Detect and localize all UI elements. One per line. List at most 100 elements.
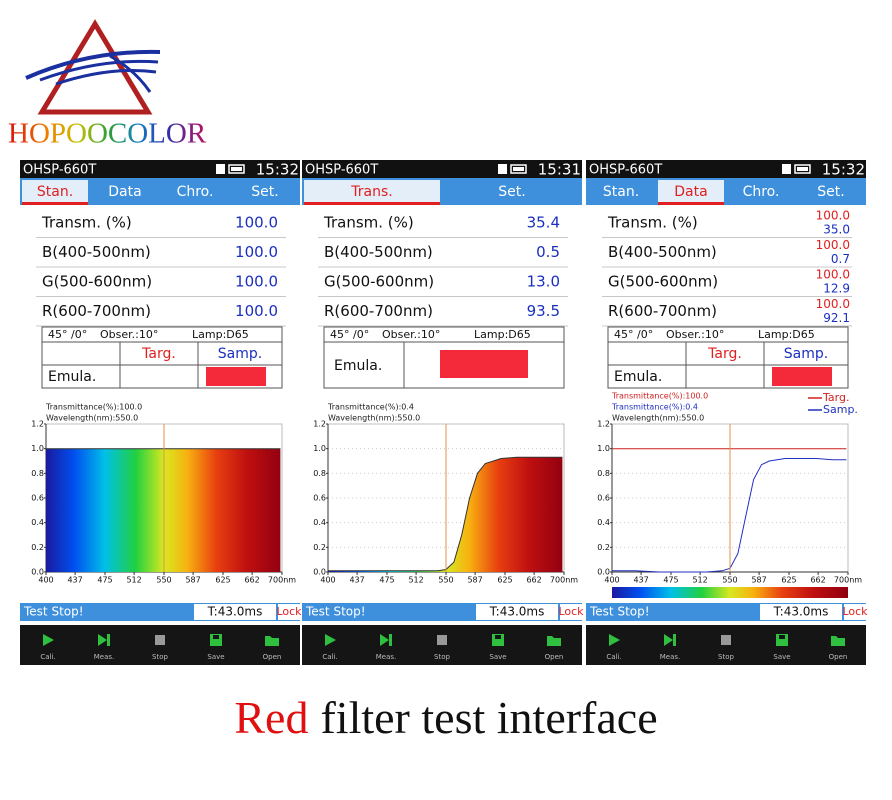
button-label[interactable]: Meas. <box>376 653 397 661</box>
battery-level <box>513 167 524 171</box>
battery-level <box>797 167 808 171</box>
emulation-label: Emula. <box>614 369 662 385</box>
x-tick-label: 587 <box>751 576 766 585</box>
sample-label: Samp. <box>784 346 828 362</box>
row-value: 0.5 <box>536 243 560 261</box>
logo: HOPOOCOLOR <box>8 19 207 150</box>
condition: Obser.:10° <box>100 328 158 341</box>
y-tick-label: 0.0 <box>313 568 326 577</box>
sample-swatch <box>772 367 832 386</box>
button-label[interactable]: Meas. <box>660 653 681 661</box>
tab[interactable]: Stan. <box>603 184 639 200</box>
status-text: Test Stop! <box>23 605 84 619</box>
button-label[interactable]: Save <box>207 653 224 661</box>
y-tick-label: 0.4 <box>31 518 44 527</box>
device-name: OHSP-660T <box>589 163 662 178</box>
row-label: B(400-500nm) <box>42 243 151 261</box>
button-label[interactable]: Meas. <box>94 653 115 661</box>
tab[interactable]: Chro. <box>177 184 214 200</box>
condition: Lamp:D65 <box>192 328 249 341</box>
x-tick-label: 437 <box>633 576 648 585</box>
row-label: Transm. (%) <box>607 214 698 232</box>
lock-box <box>278 604 300 620</box>
tab[interactable]: Set. <box>817 184 844 200</box>
icon-play <box>325 634 336 646</box>
button-label[interactable]: Stop <box>434 653 450 661</box>
y-tick-label: 0.4 <box>597 518 610 527</box>
logo-swoosh <box>25 49 161 80</box>
icon-stop <box>155 635 165 645</box>
icon-play <box>609 634 620 646</box>
tab-active-bg <box>658 180 724 203</box>
row-label: B(400-500nm) <box>608 243 717 261</box>
device-screen: OHSP-660T 15:32 Stan. Data Chro. Set. Transm. … <box>20 160 302 665</box>
tab[interactable]: Chro. <box>743 184 780 200</box>
target-label: Targ. <box>707 346 742 362</box>
color-bar <box>612 587 848 598</box>
y-tick-label: 1.2 <box>313 420 326 429</box>
y-tick-label: 0.2 <box>313 543 326 552</box>
button-label[interactable]: Open <box>263 653 282 661</box>
button-label[interactable]: Open <box>545 653 564 661</box>
spectrum-area <box>328 457 563 572</box>
chart-note: Wavelength(nm):550.0 <box>612 414 704 423</box>
x-tick-label: 512 <box>126 576 141 585</box>
x-tick-label: 625 <box>497 576 512 585</box>
x-tick-label: 512 <box>408 576 423 585</box>
y-tick-label: 0.8 <box>313 469 326 478</box>
tab-active-bg <box>304 180 440 203</box>
info-box <box>607 326 849 389</box>
timer-box <box>760 604 842 620</box>
logo-swoosh <box>55 69 157 86</box>
row-value: 100.0 <box>235 302 278 320</box>
button-label[interactable]: Cali. <box>40 653 55 661</box>
y-tick-label: 1.0 <box>313 444 326 453</box>
button-label[interactable]: Cali. <box>606 653 621 661</box>
device-name: OHSP-660T <box>23 163 96 178</box>
x-tick-label: 700nm <box>268 576 296 585</box>
row-value: 100.0 <box>235 273 278 291</box>
tab[interactable]: Stan. <box>37 184 73 200</box>
button-label[interactable]: Save <box>773 653 790 661</box>
battery-icon <box>794 164 811 174</box>
tab[interactable]: Trans. <box>350 184 392 200</box>
tab[interactable]: Data <box>674 184 707 200</box>
x-tick-label: 587 <box>467 576 482 585</box>
y-tick-label: 0.2 <box>597 543 610 552</box>
x-tick-label: 625 <box>781 576 796 585</box>
lock[interactable]: Lock <box>276 605 302 618</box>
icon-save-label <box>779 635 785 639</box>
tab[interactable]: Set. <box>251 184 278 200</box>
condition: 45° /0° <box>330 328 369 341</box>
tab[interactable]: Set. <box>498 184 525 200</box>
button-label[interactable]: Save <box>489 653 506 661</box>
chart-note: Wavelength(nm):550.0 <box>46 414 138 423</box>
lock[interactable]: Lock <box>558 605 584 618</box>
button-label[interactable]: Open <box>829 653 848 661</box>
button-label[interactable]: Cali. <box>322 653 337 661</box>
button-label[interactable]: Stop <box>152 653 168 661</box>
tab[interactable]: Data <box>108 184 141 200</box>
spectrum-area <box>46 448 281 572</box>
row-label: B(400-500nm) <box>324 243 433 261</box>
chart-note: Transmittance(%):0.4 <box>611 403 698 412</box>
logo-triangle <box>37 19 153 115</box>
x-tick-label: 400 <box>38 576 53 585</box>
x-tick-label: 700nm <box>834 576 862 585</box>
button-label[interactable]: Stop <box>718 653 734 661</box>
x-tick-label: 550 <box>722 576 737 585</box>
icon-step <box>98 634 107 646</box>
icon-play <box>43 634 54 646</box>
row-label: Transm. (%) <box>323 214 414 232</box>
row-sample-value: 0.7 <box>831 252 850 266</box>
row-label: G(500-600nm) <box>42 273 152 291</box>
brand: HOPOOCOLOR <box>8 118 207 150</box>
lock[interactable]: Lock <box>842 605 868 618</box>
clock: 15:31 <box>538 161 581 179</box>
screen-bg <box>20 160 300 665</box>
icon-step-bar <box>389 634 392 646</box>
sample-swatch <box>206 367 266 386</box>
x-tick-label: 550 <box>438 576 453 585</box>
icon-stop <box>437 635 447 645</box>
